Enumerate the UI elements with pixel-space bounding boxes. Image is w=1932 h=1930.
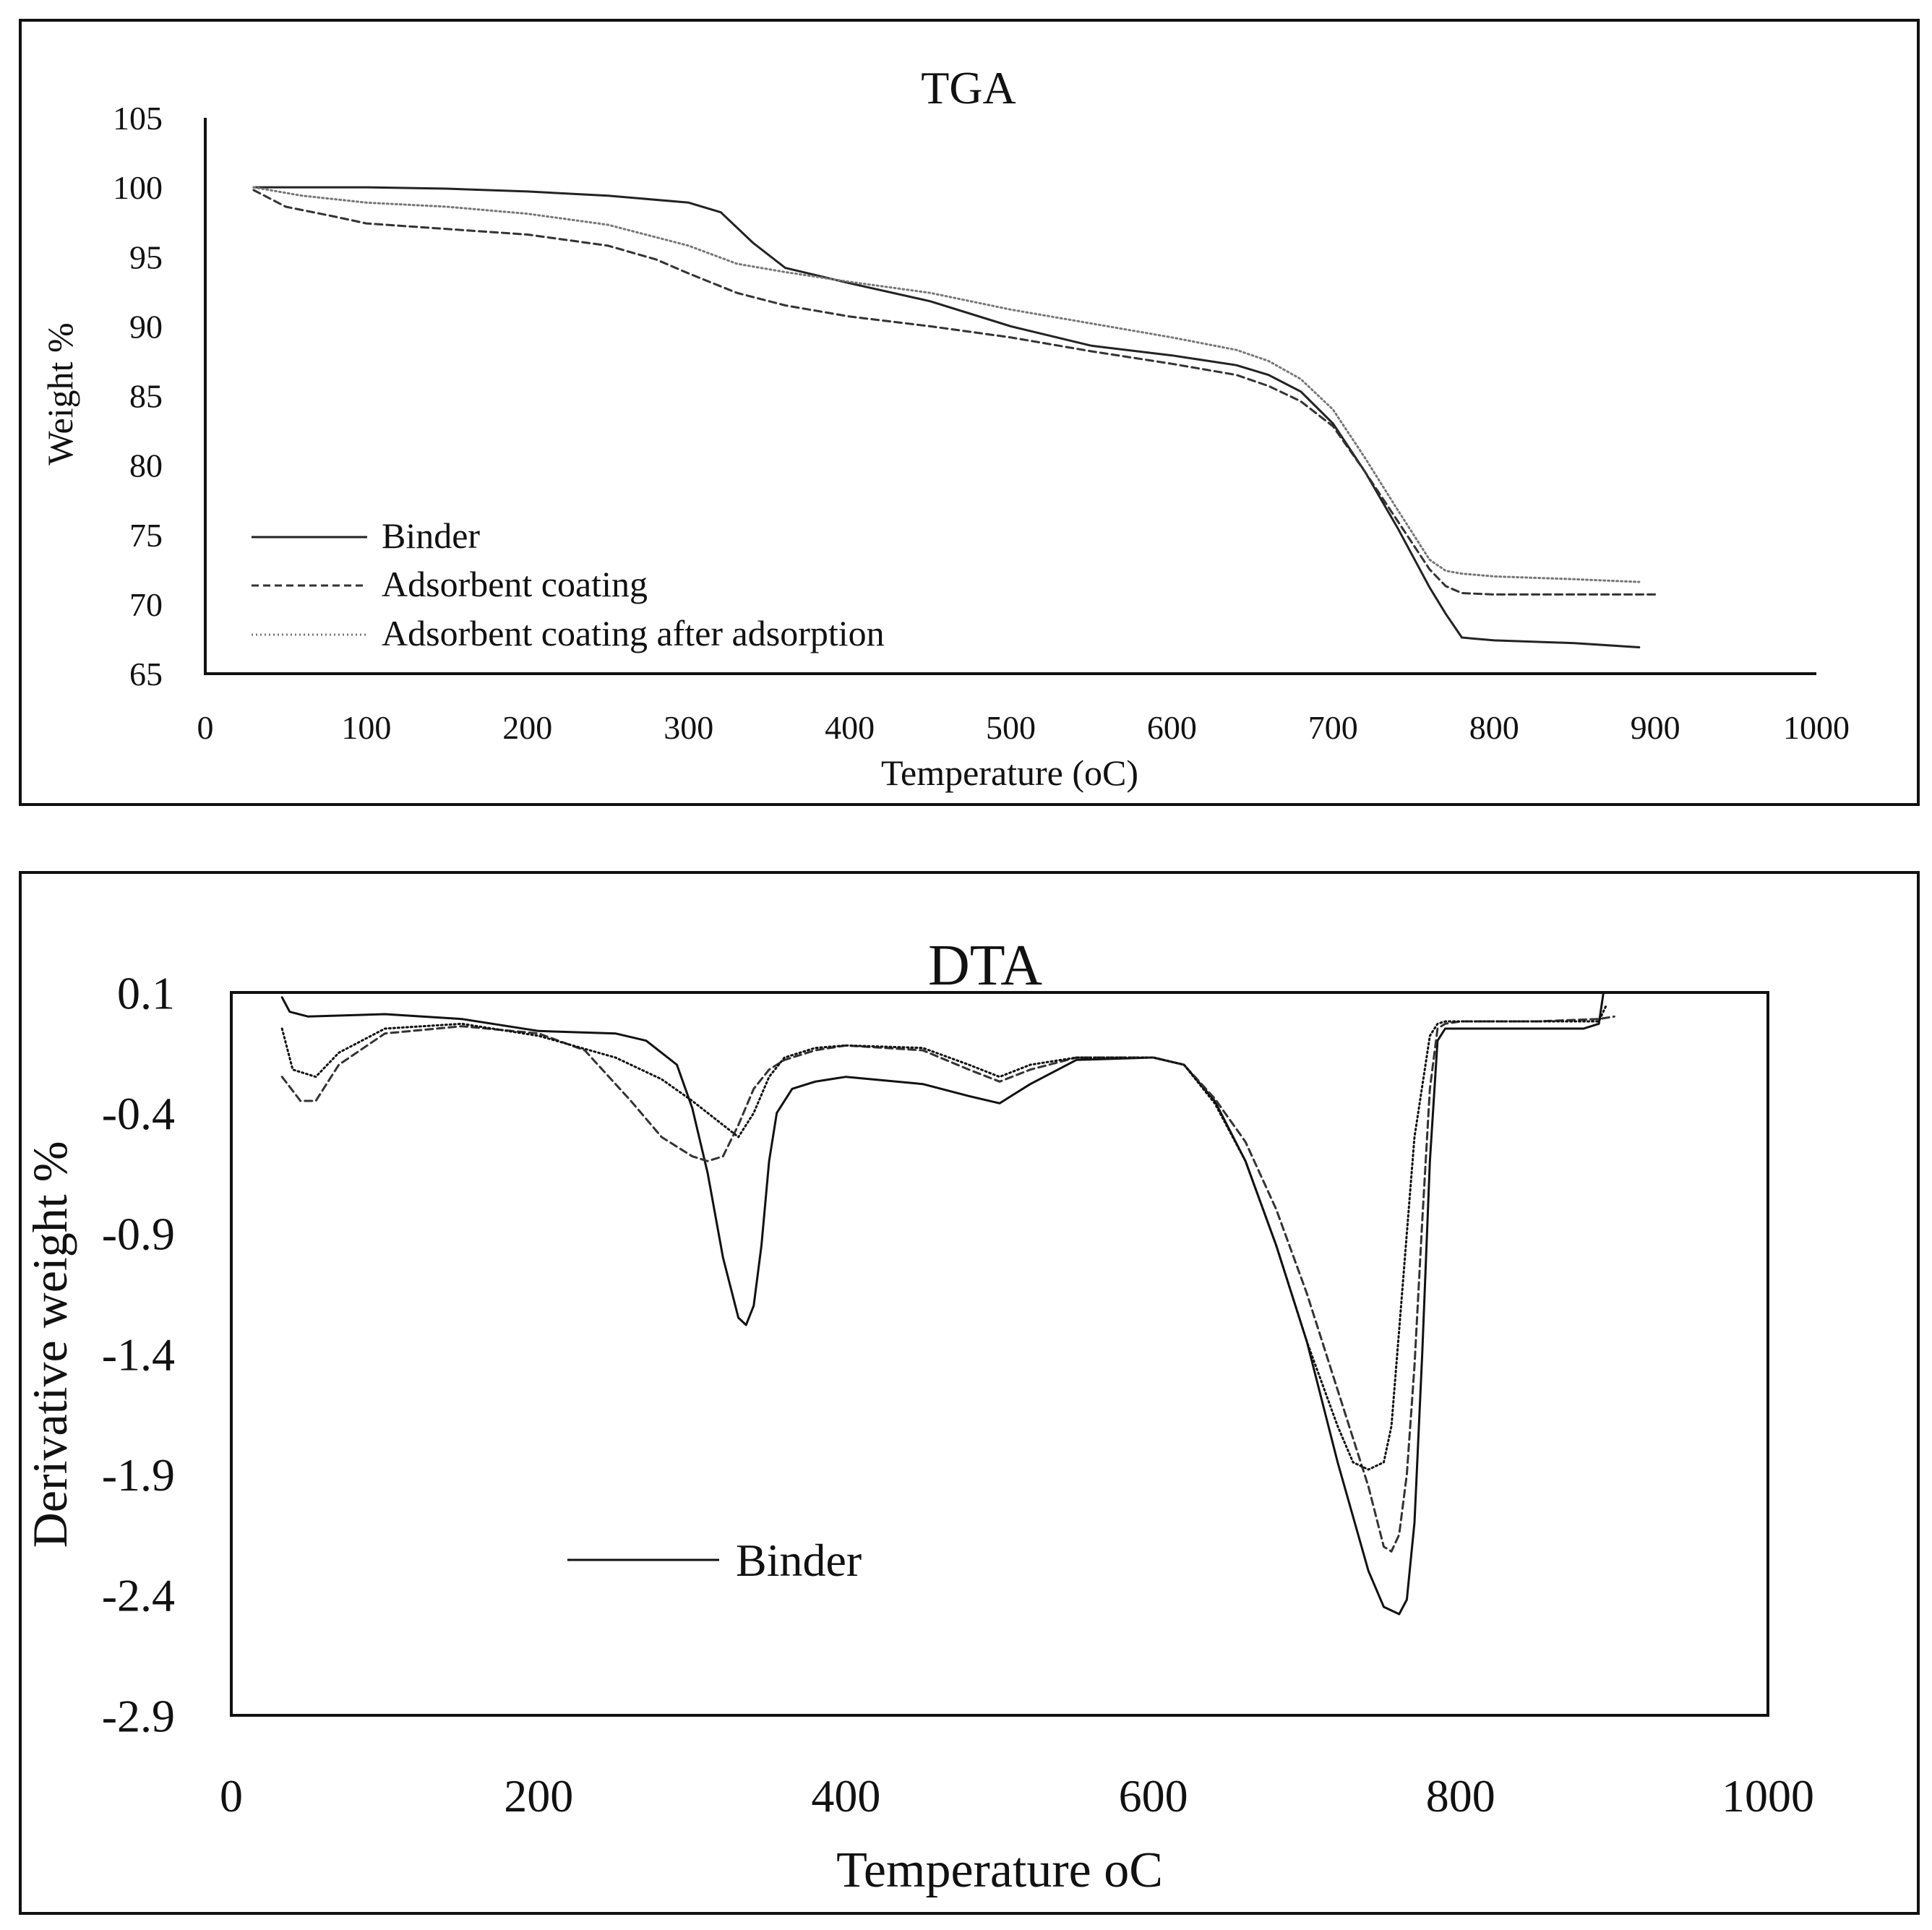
dta-title: DTA [928,934,1042,998]
tga-y-tick-label: 75 [129,517,163,554]
dta-series-group [280,991,1615,1616]
dta-legend-label-binder: Binder [736,1535,862,1586]
tga-y-tick-label: 95 [129,239,163,275]
tga-y-tick-label: 90 [129,308,163,345]
tga-x-tick-label: 700 [1308,709,1358,746]
tga-y-tick-label: 100 [113,169,163,206]
tga-x-tick-label: 200 [502,709,552,746]
dta-plot-frame [230,991,1769,1717]
dta-x-tick-label: 0 [220,1770,243,1822]
tga-legend-label-after-adsorption: Adsorbent coating after adsorption [382,613,885,653]
tga-y-tick-label: 105 [113,100,163,137]
tga-legend-label-adsorbent-coating: Adsorbent coating [382,564,648,604]
dta-y-tick-label: -2.9 [102,1690,175,1741]
dta-series-dotted-line [280,1003,1608,1471]
dta-y-axis-label: Derivative weight % [22,1141,77,1548]
tga-series-group [252,186,1657,648]
tga-x-tick-label: 800 [1469,709,1519,746]
dta-y-tick-label: -1.9 [102,1449,175,1501]
dta-series-dashed-line [280,1015,1615,1553]
dta-x-tick-label: 600 [1119,1770,1188,1822]
tga-x-tick-labels: 0 100 200 300 400 500 600 700 800 900 1000 [197,709,1850,746]
tga-panel: TGA 105 100 95 90 85 80 75 70 65 0 100 200 300 400 50… [19,19,1920,806]
dta-x-tick-label: 400 [811,1770,880,1822]
dta-frame [19,871,1920,1915]
dta-y-tick-label: 0.1 [117,967,175,1018]
tga-x-tick-label: 1000 [1783,709,1850,746]
tga-y-tick-label: 80 [129,447,163,484]
dta-x-axis-label: Temperature oC [836,1843,1163,1898]
tga-y-axis-label: Weight % [40,322,80,465]
tga-legend-label-binder: Binder [382,515,480,556]
tga-legend: Binder Adsorbent coating Adsorbent coati… [252,515,885,653]
tga-series-dotted-line [252,186,1641,583]
tga-x-tick-label: 100 [341,709,391,746]
tga-x-axis-label: Temperature (oC) [881,752,1138,793]
tga-x-tick-label: 600 [1147,709,1197,746]
dta-series-solid-line [280,991,1605,1616]
tga-series-dashed-line [252,189,1657,596]
dta-x-tick-label: 200 [504,1770,573,1822]
tga-x-tick-label: 500 [986,709,1036,746]
tga-series-solid-line [252,186,1641,648]
dta-y-tick-label: -0.4 [102,1088,175,1139]
tga-y-tick-labels: 105 100 95 90 85 80 75 70 65 [113,100,163,692]
dta-x-tick-label: 1000 [1722,1770,1814,1822]
tga-title: TGA [921,62,1016,113]
dta-x-tick-labels: 0 200 400 600 800 1000 [220,1770,1814,1822]
dta-panel: DTA 0.1 -0.4 -0.9 -1.4 -1.9 -2.4 -2.9 0 200 400 6… [19,871,1920,1915]
dta-y-tick-label: -0.9 [102,1209,175,1260]
tga-x-tick-label: 0 [197,709,214,746]
tga-x-tick-label: 400 [825,709,875,746]
dta-y-tick-label: -1.4 [102,1329,175,1380]
dta-y-tick-labels: 0.1 -0.4 -0.9 -1.4 -1.9 -2.4 -2.9 [102,967,175,1741]
dta-y-tick-label: -2.4 [102,1570,175,1621]
tga-x-tick-label: 900 [1631,709,1680,746]
dta-x-tick-label: 800 [1426,1770,1495,1822]
tga-y-tick-label: 85 [129,378,163,415]
tga-y-tick-label: 65 [129,656,163,692]
tga-y-tick-label: 70 [129,586,163,623]
tga-x-tick-label: 300 [664,709,713,746]
tga-frame [19,19,1920,806]
dta-legend: Binder [567,1535,862,1586]
